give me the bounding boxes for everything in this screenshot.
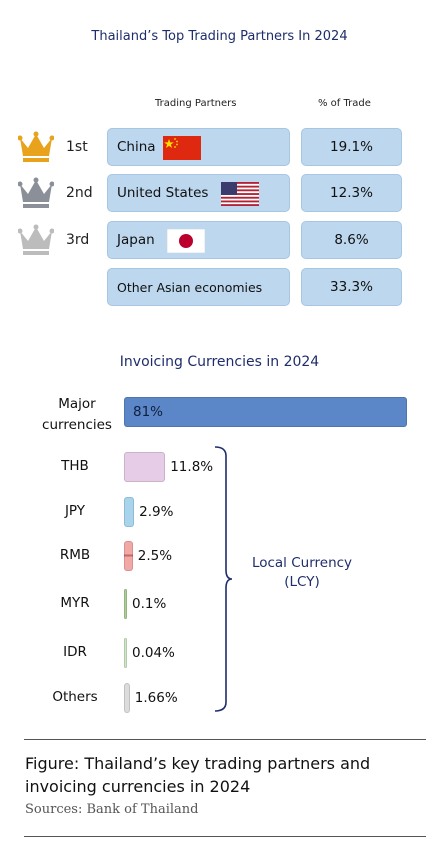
pct-box: 12.3% (301, 174, 402, 212)
category-label-jpy: JPY (64, 503, 86, 519)
partner-column-header: Trading Partners (155, 98, 237, 109)
lcy-bracket-sublabel: (LCY) (284, 574, 320, 590)
partner-name-box: United States (107, 174, 290, 212)
rank-label: 3rd (66, 232, 90, 248)
bronze-crown-icon (18, 224, 54, 255)
partner-row-japan: 3rd Japan 8.6% (0, 221, 439, 261)
partner-name: China (117, 139, 156, 155)
bar-rmb (124, 541, 133, 571)
rank-label: 1st (66, 139, 88, 155)
partner-row-united-states: 2nd United States 12.3% (0, 174, 439, 214)
lcy-bracket (214, 446, 233, 712)
partner-name-box: China (107, 128, 290, 166)
us-flag-icon (221, 182, 259, 206)
currency-chart-title: Invoicing Currencies in 2024 (119, 354, 320, 370)
gold-crown-icon (18, 131, 54, 162)
pct-column-header: % of Trade (318, 98, 371, 109)
partner-name: United States (117, 185, 209, 201)
value-label-major-currencies: 81% (133, 404, 164, 420)
footer-bottom-rule (24, 836, 426, 837)
category-label-thb: THB (61, 458, 89, 474)
category-label-idr: IDR (63, 644, 87, 660)
value-label-others: 1.66% (134, 690, 178, 706)
partner-name: Other Asian economies (117, 280, 263, 295)
category-label-major-currencies: Major currencies (42, 396, 112, 433)
figure-source: Sources: Bank of Thailand (25, 802, 199, 817)
bar-thb (124, 452, 166, 482)
bar-idr (124, 638, 127, 668)
rank-label: 2nd (66, 185, 93, 201)
japan-flag-icon (167, 229, 205, 253)
lcy-bracket-label: Local Currency (251, 555, 353, 571)
figure-caption: Figure: Thailand’s key trading partners … (25, 754, 371, 796)
pct-box: 33.3% (301, 268, 402, 306)
pct-box: 19.1% (301, 128, 402, 166)
bar-jpy (124, 497, 135, 527)
category-label-myr: MYR (60, 595, 90, 611)
value-label-myr: 0.1% (132, 596, 167, 612)
partner-name-box: Japan (107, 221, 290, 259)
bar-myr (124, 589, 127, 619)
partners-chart-title: Thailand’s Top Trading Partners In 2024 (91, 29, 348, 44)
partner-name-box: Other Asian economies (107, 268, 290, 306)
pct-box: 8.6% (301, 221, 402, 259)
category-label-others: Others (52, 689, 98, 705)
value-label-jpy: 2.9% (139, 504, 174, 520)
value-label-thb: 11.8% (170, 459, 214, 475)
partner-name: Japan (117, 232, 155, 248)
footer-top-rule (24, 739, 426, 740)
value-label-idr: 0.04% (132, 645, 175, 661)
category-label-rmb: RMB (59, 547, 91, 563)
china-flag-icon (163, 136, 201, 160)
partner-row-other-asian: Other Asian economies 33.3% (0, 268, 439, 308)
value-label-rmb: 2.5% (137, 548, 173, 564)
bar-major-currencies (124, 397, 407, 427)
bar-others (124, 683, 130, 713)
silver-crown-icon (18, 177, 54, 208)
partner-row-china: 1st China 19.1% (0, 128, 439, 168)
